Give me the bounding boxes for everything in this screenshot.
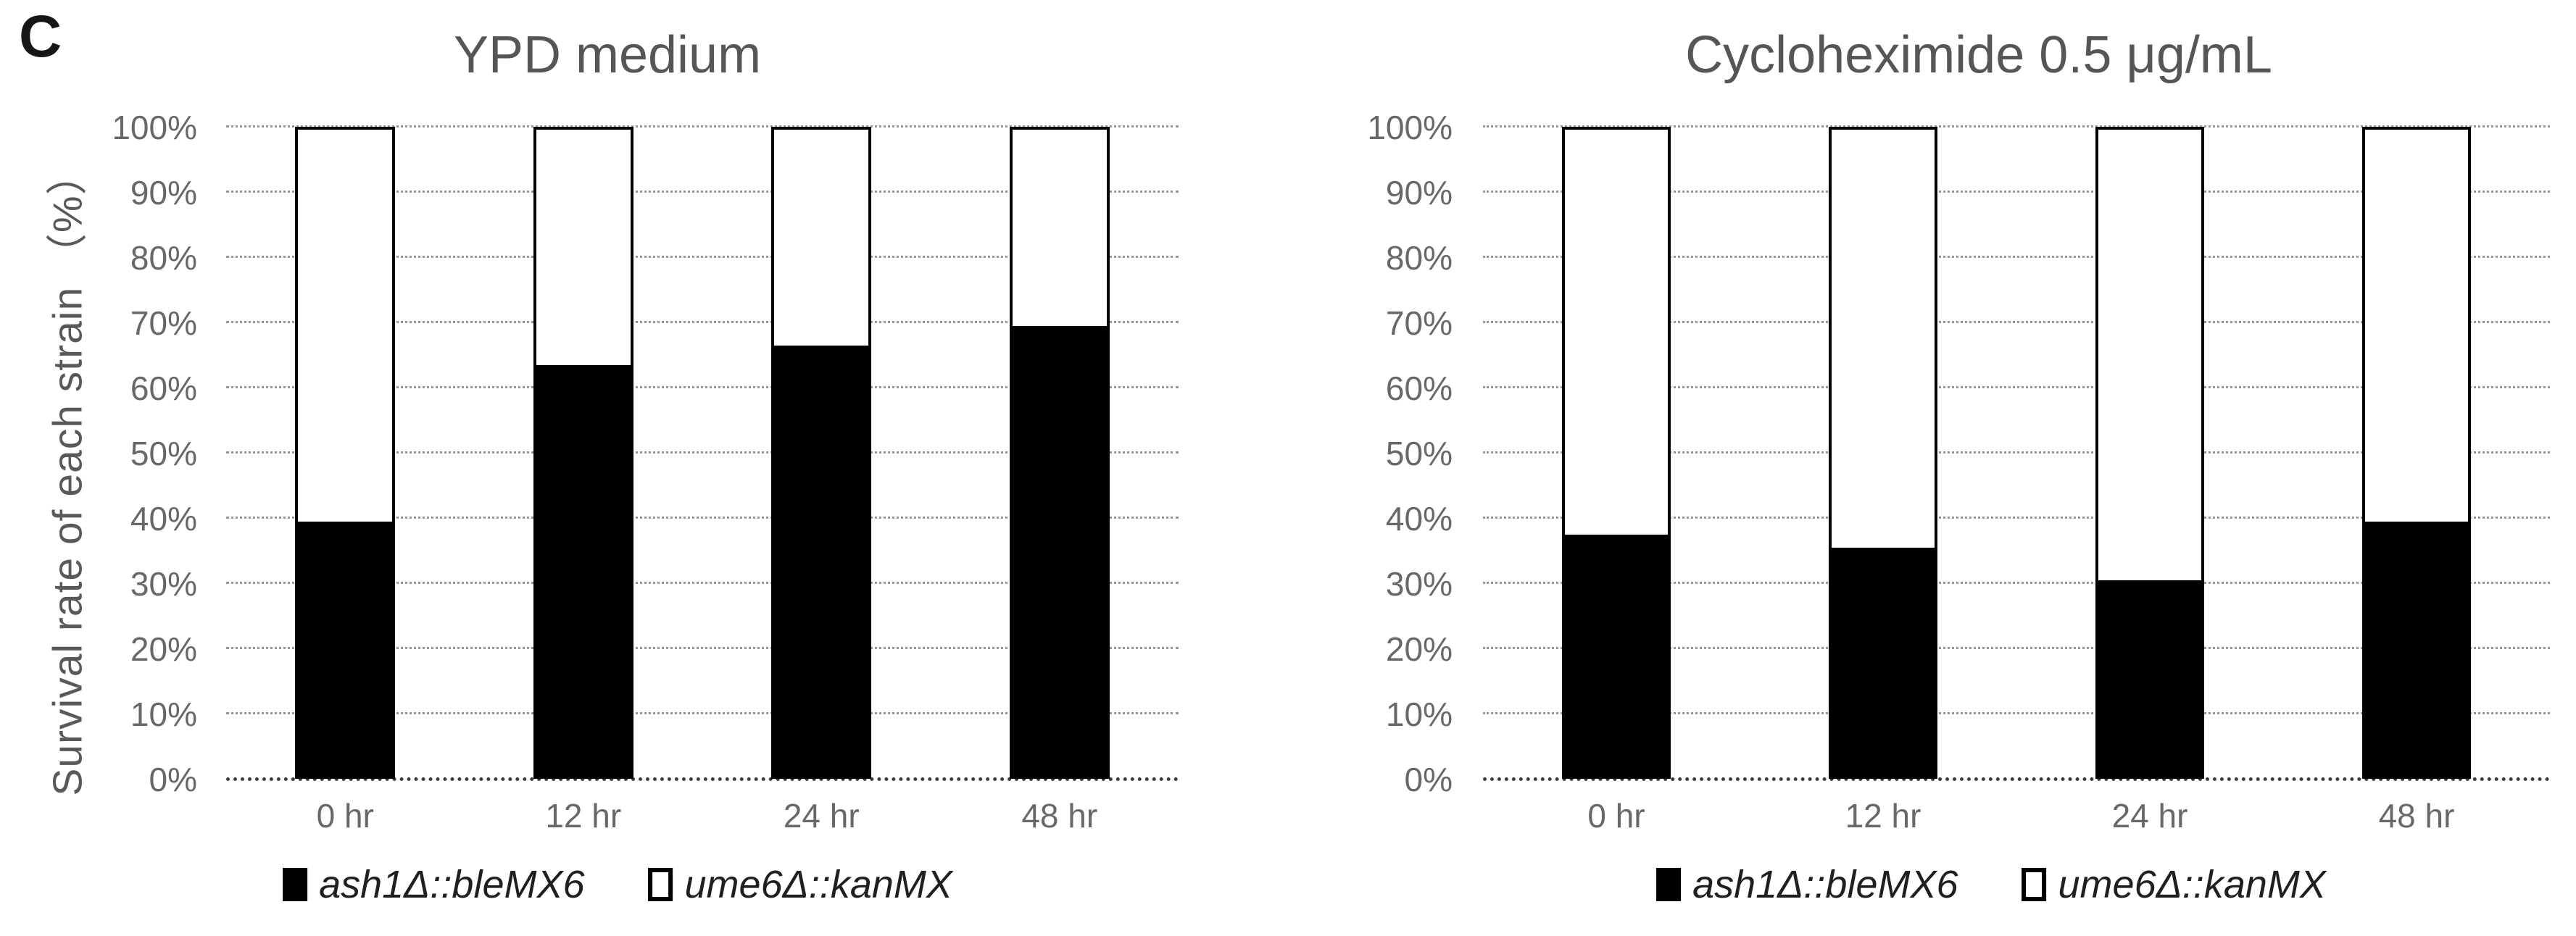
bar-segment-ume6 [1562,127,1671,538]
bar-segment-ash1 [295,525,396,779]
bar-segment-ume6 [2362,127,2471,525]
gridline-40% [1483,517,2550,519]
gridline-70% [1483,321,2550,323]
x-axis-tick-label: 48 hr [1021,797,1098,835]
bar-segment-ash1 [533,368,633,779]
legend-item-ash1: ash1Δ::bleMX6 [283,863,585,906]
bar-segment-ash1 [1829,551,1937,779]
legend-label: ume6Δ::kanMX [2058,863,2326,906]
y-axis-tick-label: 100% [112,109,197,146]
legend-item-ume6: ume6Δ::kanMX [648,863,952,906]
filled-square-icon [1656,868,1682,901]
gridline-30% [226,582,1179,584]
y-axis-tick-label: 30% [1385,565,1453,603]
x-axis-tick-label: 48 hr [2378,797,2455,835]
legend-label: ume6Δ::kanMX [684,863,952,906]
y-axis-tick-label: 0% [149,761,197,798]
y-axis-tick-label: 50% [130,435,197,472]
y-axis-tick-label: 0% [1404,761,1453,798]
gridline-90% [1483,191,2550,193]
filled-square-icon [283,868,308,901]
gridline-80% [226,256,1179,258]
y-axis-tick-label: 90% [130,174,197,212]
bar-segment-ash1 [771,348,872,779]
gridline-90% [226,191,1179,193]
gridline-50% [226,451,1179,454]
y-axis-tick-label: 30% [130,565,197,603]
x-axis-tick-label: 0 hr [316,797,374,835]
legend-item-ume6: ume6Δ::kanMX [2022,865,2326,904]
bar-segment-ume6 [2095,127,2204,583]
y-axis-tick-label: 70% [130,304,197,342]
gridline-100% [1483,125,2550,128]
open-square-icon [648,868,673,901]
gridline-70% [226,321,1179,323]
y-axis-tick-label: 60% [1385,369,1453,407]
bar-segment-ume6 [295,127,396,525]
panel-label: C [19,4,62,70]
y-axis-tick-label: 60% [130,369,197,407]
y-axis-tick-label: 80% [1385,239,1453,277]
x-axis-tick-label: 12 hr [545,797,622,835]
y-axis-tick-label: 90% [1385,174,1453,212]
y-axis-tick-label: 100% [1367,109,1453,146]
gridline-10% [1483,712,2550,714]
bar-segment-ash1 [1009,329,1110,779]
chart-title: Cycloheximide 0.5 μg/mL [1685,26,2272,84]
gridline-0% [1483,777,2550,781]
gridline-60% [1483,386,2550,388]
chart-title: YPD medium [453,26,762,84]
legend-item-ash1: ash1Δ::bleMX6 [1656,865,1958,904]
legend-label: ash1Δ::bleMX6 [1692,863,1958,906]
x-axis-tick-label: 24 hr [783,797,860,835]
y-axis-tick-label: 50% [1385,435,1453,472]
gridline-30% [1483,582,2550,584]
legend-label: ash1Δ::bleMX6 [319,863,585,906]
gridline-100% [226,125,1179,128]
gridline-60% [226,386,1179,388]
gridline-20% [1483,647,2550,649]
y-axis-tick-label: 40% [1385,500,1453,538]
gridline-0% [226,777,1179,781]
y-axis-tick-label: 10% [130,695,197,733]
y-axis-tick-label: 80% [130,239,197,277]
gridline-50% [1483,451,2550,454]
legend: ash1Δ::bleMX6 ume6Δ::kanMX [283,865,952,904]
y-axis-tick-label: 10% [1385,695,1453,733]
gridline-10% [226,712,1179,714]
bar-segment-ash1 [2095,583,2204,779]
bar-segment-ume6 [533,127,633,368]
bar-segment-ash1 [1562,538,1671,779]
y-axis-tick-label: 20% [1385,630,1453,668]
x-axis-tick-label: 12 hr [1845,797,1921,835]
bar-segment-ash1 [2362,525,2471,779]
y-axis-tick-label: 70% [1385,304,1453,342]
x-axis-tick-label: 0 hr [1587,797,1645,835]
bar-segment-ume6 [1829,127,1937,551]
y-axis-tick-label: 20% [130,630,197,668]
legend: ash1Δ::bleMX6 ume6Δ::kanMX [1656,865,2326,904]
bar-segment-ume6 [1009,127,1110,329]
gridline-20% [226,647,1179,649]
gridline-40% [226,517,1179,519]
x-axis-tick-label: 24 hr [2111,797,2188,835]
y-axis-tick-label: 40% [130,500,197,538]
bar-segment-ume6 [771,127,872,348]
gridline-80% [1483,256,2550,258]
open-square-icon [2022,868,2047,901]
